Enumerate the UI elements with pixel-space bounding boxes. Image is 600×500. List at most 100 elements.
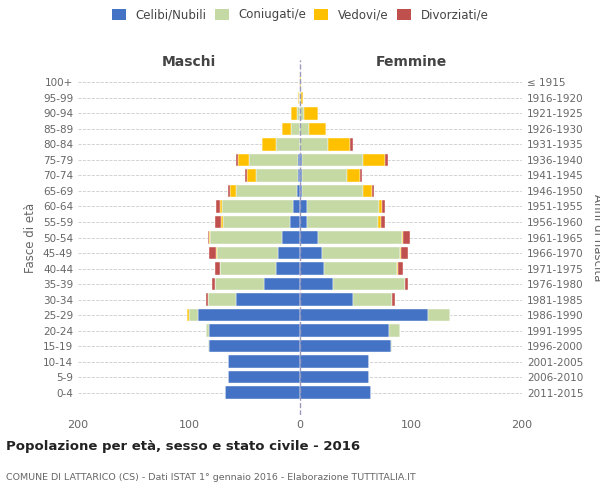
Bar [298,92,299,104]
Bar [236,184,296,198]
Bar [208,340,209,352]
Y-axis label: Anni di nascita: Anni di nascita [590,194,600,281]
Bar [298,154,300,166]
Bar [300,231,318,244]
Bar [208,231,209,244]
Bar [385,154,388,166]
Bar [302,184,363,198]
Bar [360,169,362,182]
Bar [382,200,385,213]
Bar [217,246,278,260]
Bar [278,246,300,260]
Bar [300,76,301,89]
Bar [209,340,300,352]
Bar [302,169,347,182]
Bar [300,216,307,228]
Bar [249,154,298,166]
Text: Maschi: Maschi [162,54,216,68]
Bar [300,138,328,151]
Bar [363,154,385,166]
Bar [372,184,374,198]
Bar [222,200,293,213]
Text: Popolazione per età, sesso e stato civile - 2016: Popolazione per età, sesso e stato civil… [6,440,360,453]
Bar [212,278,215,290]
Bar [379,200,382,213]
Bar [300,184,302,198]
Bar [206,293,208,306]
Bar [265,278,300,290]
Bar [256,169,298,182]
Bar [403,231,410,244]
Bar [307,200,379,213]
Y-axis label: Fasce di età: Fasce di età [25,202,37,272]
Bar [262,138,275,151]
Bar [309,122,326,136]
Bar [189,308,198,322]
Bar [300,200,307,213]
Bar [209,231,210,244]
Bar [282,231,300,244]
Bar [290,216,300,228]
Bar [300,246,322,260]
Bar [347,169,360,182]
Bar [397,262,398,275]
Bar [215,278,265,290]
Bar [328,138,350,151]
Bar [318,231,402,244]
Bar [282,122,291,136]
Bar [275,262,300,275]
Bar [215,200,220,213]
Bar [198,308,300,322]
Bar [300,92,301,104]
Bar [300,386,371,399]
Bar [353,293,392,306]
Bar [220,262,275,275]
Bar [299,92,300,104]
Bar [293,200,300,213]
Bar [247,169,256,182]
Bar [215,262,220,275]
Bar [381,216,385,228]
Bar [300,278,334,290]
Bar [224,386,300,399]
Bar [215,216,221,228]
Bar [291,122,300,136]
Bar [187,308,189,322]
Bar [334,278,406,290]
Bar [378,216,381,228]
Bar [304,107,318,120]
Bar [209,246,215,260]
Bar [298,169,300,182]
Bar [402,231,403,244]
Bar [392,293,395,306]
Bar [236,293,300,306]
Bar [296,107,300,120]
Bar [300,340,391,352]
Text: Femmine: Femmine [376,54,446,68]
Bar [300,262,325,275]
Bar [391,340,392,352]
Text: COMUNE DI LATTARICO (CS) - Dati ISTAT 1° gennaio 2016 - Elaborazione TUTTITALIA.: COMUNE DI LATTARICO (CS) - Dati ISTAT 1°… [6,473,416,482]
Bar [236,154,238,166]
Bar [220,200,223,213]
Bar [228,355,300,368]
Bar [428,308,450,322]
Bar [228,184,230,198]
Bar [300,370,369,384]
Bar [299,76,300,89]
Bar [238,154,249,166]
Bar [300,122,309,136]
Bar [208,293,236,306]
Bar [215,246,217,260]
Bar [300,169,302,182]
Bar [245,169,247,182]
Bar [300,324,389,337]
Bar [307,216,378,228]
Bar [300,107,304,120]
Bar [206,324,209,337]
Bar [302,154,363,166]
Bar [398,262,403,275]
Bar [401,246,407,260]
Bar [406,278,407,290]
Bar [350,138,353,151]
